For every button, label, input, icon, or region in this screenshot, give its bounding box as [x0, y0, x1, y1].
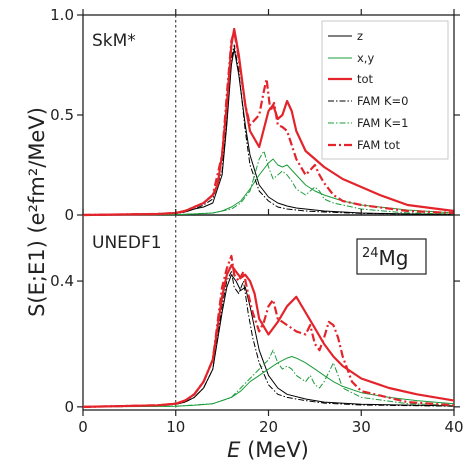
legend-label-fam-k0: FAM K=0 — [357, 94, 409, 108]
y-tick-label: 0 — [64, 206, 74, 224]
legend-frame — [321, 20, 449, 160]
y-tick-label: 0.4 — [50, 272, 74, 290]
series-line-tot-solid-panel1 — [82, 27, 455, 217]
legend: z x,y tot FAM K=0 FAM K=1 FAM tot — [321, 20, 449, 160]
y-tick-label: 0 — [64, 398, 74, 416]
panel-bottom-curves — [82, 254, 455, 408]
x-axis-title: E (MeV) — [227, 438, 309, 462]
series-line-z-dashdot-panel1 — [82, 44, 455, 216]
panel-top-curves — [82, 27, 455, 217]
series-line-tot-solid-panel2 — [82, 264, 455, 408]
panel-bottom-label: UNEDF1 — [92, 233, 162, 253]
series-line-xy-dashdot-panel1 — [82, 150, 455, 216]
series-line-tot-dashdot-panel2 — [82, 254, 455, 408]
nucleus-box — [356, 238, 427, 275]
series-line-z-solid-panel2 — [82, 274, 455, 408]
series-line-z-dashdot-panel2 — [82, 271, 455, 408]
x-tick-label: 30 — [352, 418, 371, 436]
legend-label-tot: tot — [357, 72, 374, 86]
legend-label-fam-tot: FAM tot — [357, 138, 401, 152]
x-tick-label: 10 — [166, 418, 185, 436]
x-tick-label: 20 — [259, 418, 278, 436]
legend-label-fam-k1: FAM K=1 — [357, 116, 409, 130]
y-axis-title: S(E;E1) (e²fm²/MeV) — [25, 107, 49, 317]
nucleus-label: 24Mg — [362, 246, 409, 270]
x-tick-label: 40 — [444, 418, 463, 436]
series-line-tot-dashdot-panel1 — [82, 29, 455, 217]
legend-label-z: z — [357, 29, 363, 43]
y-tick-label: 0.5 — [50, 106, 74, 124]
legend-label-xy: x,y — [357, 51, 374, 65]
y-tick-label: 1.0 — [50, 6, 74, 24]
series-line-xy-dashdot-panel2 — [82, 349, 455, 408]
axes-ticks: 0 0.5 1.0 0 0.4 0 10 20 30 40 — [50, 6, 463, 436]
panel-top-label: SkM* — [92, 31, 136, 51]
x-tick-label: 0 — [78, 418, 88, 436]
